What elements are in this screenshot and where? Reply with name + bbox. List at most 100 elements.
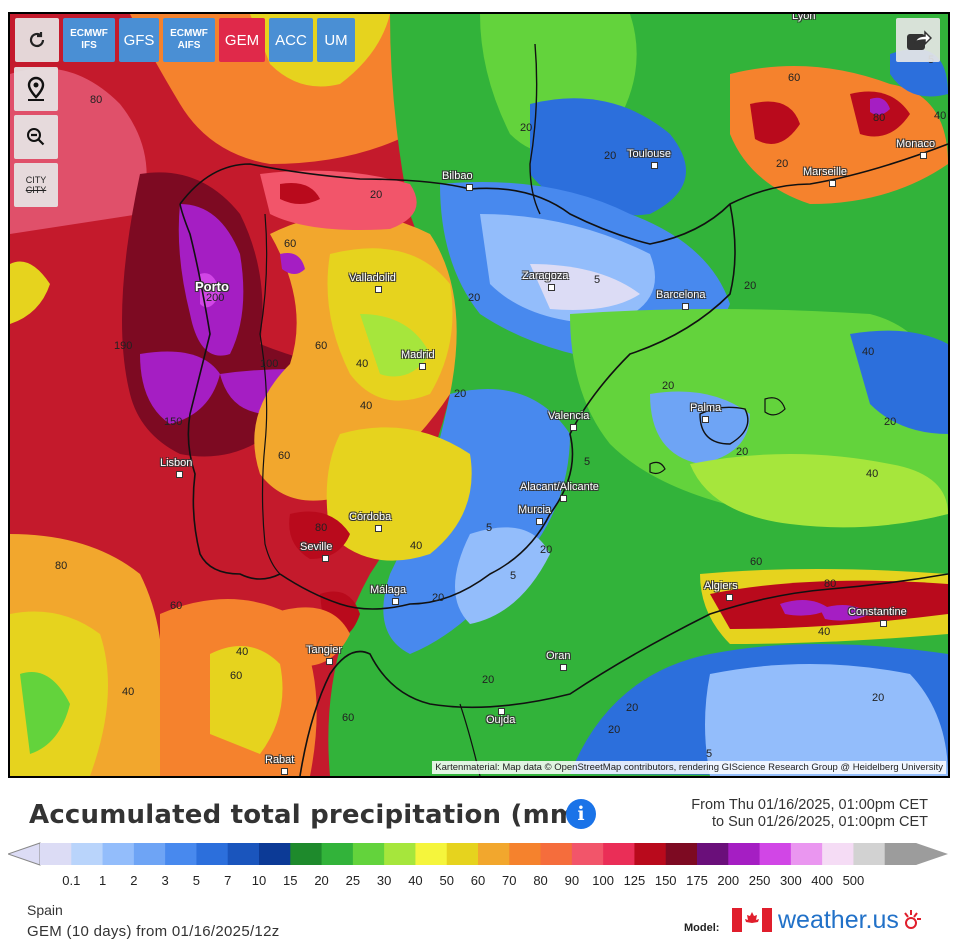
- location-button[interactable]: [14, 67, 58, 111]
- scale-label: 25: [345, 873, 361, 888]
- scale-label: 60: [470, 873, 486, 888]
- zoom-out-icon: [27, 128, 45, 146]
- city-label: Palma: [690, 402, 721, 423]
- contour-label: 60: [342, 712, 355, 724]
- contour-label: 100: [260, 358, 279, 370]
- scale-swatch: [446, 843, 479, 865]
- scale-label: 0.1: [62, 873, 81, 888]
- scale-label: 200: [717, 873, 740, 888]
- contour-label: 20: [432, 592, 445, 604]
- city-label: Marseille: [803, 166, 847, 187]
- model-button-ecmwf-aifs[interactable]: ECMWF AIFS: [163, 18, 215, 62]
- scale-label: 1: [98, 873, 107, 888]
- scale-swatch: [290, 843, 323, 865]
- brand-logo[interactable]: weather.us: [732, 905, 923, 935]
- model-button-gfs[interactable]: GFS: [119, 18, 159, 62]
- contour-label: 40: [410, 540, 423, 552]
- scale-swatch: [697, 843, 729, 865]
- contour-label: 60: [170, 600, 183, 612]
- share-button[interactable]: [896, 18, 940, 62]
- contour-label: 60: [284, 238, 297, 250]
- contour-label: 40: [360, 400, 373, 412]
- contour-label: 60: [230, 670, 243, 682]
- city-label: Toulouse: [627, 148, 671, 169]
- contour-label: 40: [862, 346, 875, 358]
- city-label: Madrid: [401, 349, 435, 370]
- scale-label: 250: [748, 873, 771, 888]
- model-button-gem[interactable]: GEM: [219, 18, 265, 62]
- refresh-icon: [29, 32, 45, 48]
- city-toggle-button[interactable]: CITY CITY: [14, 163, 58, 207]
- scale-swatch: [384, 843, 416, 865]
- scale-swatch: [165, 843, 197, 865]
- contour-label: 40: [818, 626, 831, 638]
- city-label: Málaga: [370, 584, 406, 605]
- model-button-acc[interactable]: ACC: [269, 18, 313, 62]
- scale-label: 125: [623, 873, 646, 888]
- contour-label: 60: [750, 556, 763, 568]
- city-label: Constantine: [848, 606, 907, 627]
- contour-label: 20: [482, 674, 495, 686]
- model-run: GEM (10 days) from 01/16/2025/12z: [27, 923, 280, 940]
- borders-layer: [179, 43, 948, 776]
- precipitation-map[interactable]: Lyon Bilbao Toulouse Monaco Marseille Va…: [8, 12, 950, 778]
- scale-label: 30: [376, 873, 392, 888]
- info-icon[interactable]: i: [566, 799, 596, 829]
- region-name: Spain: [27, 902, 63, 918]
- contour-label: 20: [626, 702, 639, 714]
- scale-swatch: [40, 843, 72, 865]
- contour-label: 200: [206, 292, 225, 304]
- contour-label: 80: [315, 522, 328, 534]
- model-toolbar: ECMWF IFS GFS ECMWF AIFS GEM ACC UM: [15, 18, 355, 62]
- city-label: Bilbao: [442, 170, 473, 191]
- scale-arrow-low: [8, 842, 41, 866]
- scale-swatch: [71, 843, 104, 865]
- scale-label: 100: [592, 873, 614, 888]
- scale-swatch: [509, 843, 542, 865]
- contour-label: 20: [608, 724, 621, 736]
- model-label: Model:: [684, 922, 720, 934]
- scale-label: 50: [439, 873, 454, 888]
- contour-label: 5: [486, 522, 493, 534]
- map-attribution[interactable]: Kartenmaterial: Map data © OpenStreetMap…: [432, 761, 946, 774]
- scale-label: 70: [502, 873, 517, 888]
- contour-label: 40: [866, 468, 879, 480]
- scale-label: 150: [654, 873, 677, 888]
- scale-swatch: [133, 843, 166, 865]
- model-button-um[interactable]: UM: [317, 18, 355, 62]
- scale-swatch: [665, 843, 698, 865]
- scale-swatch: [321, 843, 354, 865]
- contour-label: 80: [55, 560, 68, 572]
- city-label: Porto: [195, 279, 229, 294]
- contour-label: 40: [122, 686, 135, 698]
- scale-label: 300: [779, 873, 802, 888]
- scale-swatch: [196, 843, 229, 865]
- scale-swatch: [227, 843, 260, 865]
- brand-name: weather.us: [778, 905, 899, 934]
- city-label: Murcia: [518, 504, 551, 525]
- scale-label: 5: [192, 873, 201, 888]
- contour-label: 190: [114, 340, 133, 352]
- contour-label: 20: [776, 158, 789, 170]
- scale-label: 500: [842, 873, 865, 888]
- contour-label: 150: [164, 416, 183, 428]
- contour-label: 80: [90, 94, 103, 106]
- color-scale-labels: 0.1 1 2 3 5 7 10 15 20 25 30 40 50 60 70 80 90 100 125 150 1…: [0, 873, 969, 893]
- scale-swatch: [352, 843, 385, 865]
- city-label: Algiers: [704, 580, 738, 601]
- zoom-out-button[interactable]: [14, 115, 58, 159]
- contour-label: 20: [662, 380, 675, 392]
- city-label: Córdoba: [349, 511, 391, 532]
- city-toggle-label: CITY: [25, 175, 47, 185]
- date-from: From Thu 01/16/2025, 01:00pm CET: [691, 797, 928, 813]
- refresh-button[interactable]: [15, 18, 59, 62]
- scale-label: 80: [533, 873, 548, 888]
- city-label: Lyon: [792, 12, 816, 22]
- contour-label: 80: [824, 578, 837, 590]
- scale-label: 20: [314, 873, 329, 888]
- contour-label: 5: [594, 274, 601, 286]
- city-label: Valencia: [548, 410, 589, 431]
- model-button-ecmwf-ifs[interactable]: ECMWF IFS: [63, 18, 115, 62]
- contour-label: 5: [510, 570, 517, 582]
- scale-swatch: [102, 843, 135, 865]
